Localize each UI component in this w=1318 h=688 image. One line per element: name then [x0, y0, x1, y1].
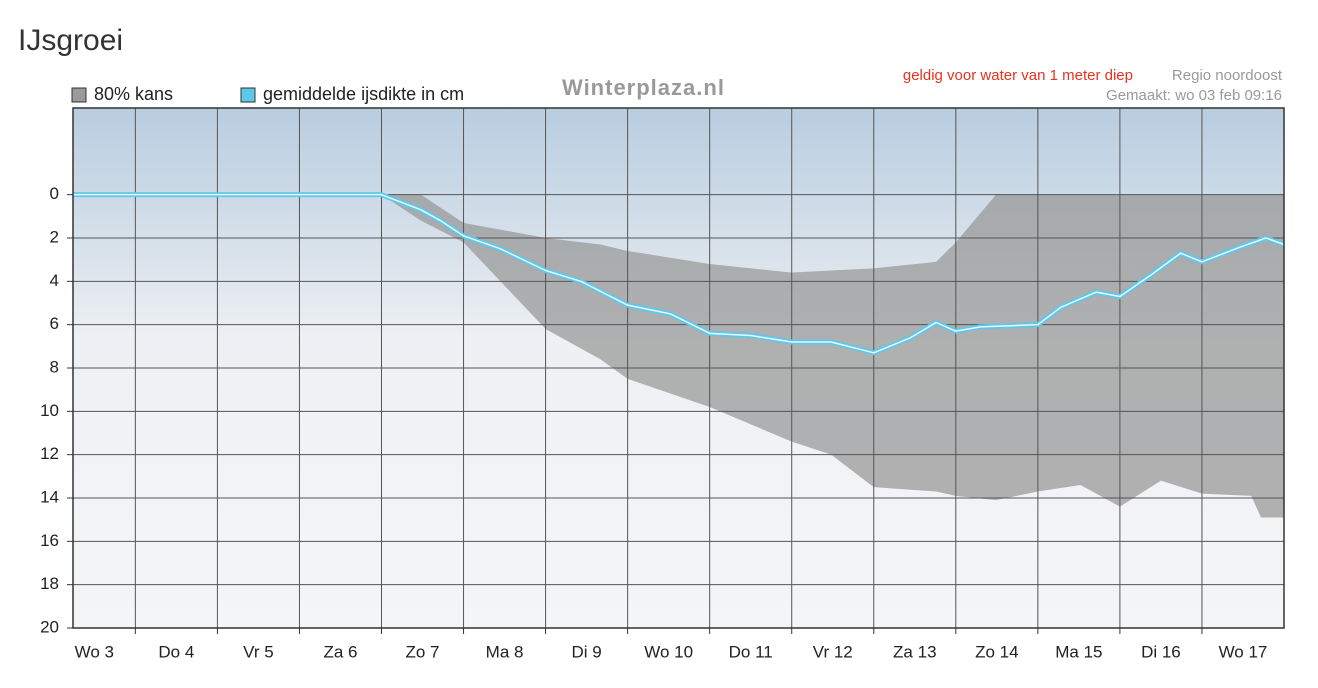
x-tick-label: Zo 7 [406, 642, 440, 661]
legend-label: 80% kans [94, 84, 173, 104]
note: geldig voor water van 1 meter diep [903, 67, 1133, 84]
x-tick-label: Wo 10 [644, 642, 693, 661]
line-core [73, 193, 1285, 354]
x-tick-label: Ma 8 [486, 642, 524, 661]
x-tick-label: Vr 12 [813, 642, 853, 661]
x-tick-label: Wo 3 [75, 642, 114, 661]
region: Regio noordoost [1172, 67, 1283, 84]
x-tick-label: Di 16 [1141, 642, 1181, 661]
x-tick-label: Zo 14 [975, 642, 1018, 661]
x-tick-label: Do 4 [158, 642, 194, 661]
watermark: Winterplaza.nl [562, 75, 725, 100]
y-tick-label: 16 [40, 531, 59, 550]
made: Gemaakt: wo 03 feb 09:16 [1106, 87, 1282, 104]
y-tick-label: 4 [50, 271, 59, 290]
y-tick-label: 12 [40, 444, 59, 463]
y-tick-label: 2 [50, 227, 59, 246]
x-tick-label: Ma 15 [1055, 642, 1102, 661]
y-tick-label: 6 [50, 314, 59, 333]
x-tick-label: Di 9 [571, 642, 601, 661]
y-tick-label: 10 [40, 401, 59, 420]
y-tick-label: 18 [40, 574, 59, 593]
legend-swatch [71, 87, 87, 103]
heading: IJsgroei [18, 24, 123, 57]
legend-label: gemiddelde ijsdikte in cm [263, 84, 464, 104]
band [381, 194, 1284, 518]
y-tick-label: 8 [50, 357, 59, 376]
legend-swatch [240, 87, 256, 103]
x-tick-label: Do 11 [729, 642, 773, 661]
plot-border [72, 107, 1285, 629]
x-tick-label: Wo 17 [1219, 642, 1268, 661]
x-tick-label: Vr 5 [243, 642, 274, 661]
plot: 0 2 4 6 8 10 12 14 16 18 20 Wo 3 Do 4 Vr 5 Za 6 Zo 7 Ma … [40, 107, 1285, 661]
y-tick-label: 14 [40, 487, 59, 506]
y-tick-label: 0 [50, 184, 59, 203]
x-tick-label: Za 6 [323, 642, 357, 661]
x-tick-label: Za 13 [893, 642, 936, 661]
y-tick-label: 20 [40, 617, 59, 636]
